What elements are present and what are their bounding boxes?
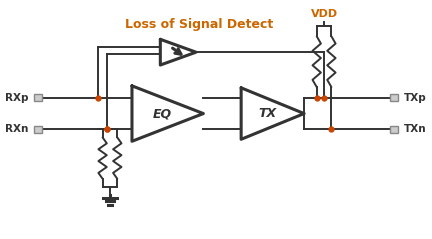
Text: VDD: VDD (311, 9, 338, 18)
Bar (34, 94, 41, 102)
Text: TXp: TXp (403, 93, 426, 103)
Text: EQ: EQ (152, 107, 172, 120)
Bar (391, 126, 398, 133)
Text: RXp: RXp (5, 93, 28, 103)
Text: TX: TX (258, 107, 276, 120)
Text: RXn: RXn (5, 125, 28, 134)
Bar (391, 94, 398, 102)
Text: Loss of Signal Detect: Loss of Signal Detect (125, 18, 273, 31)
Text: TXn: TXn (403, 125, 426, 134)
Bar (34, 126, 41, 133)
